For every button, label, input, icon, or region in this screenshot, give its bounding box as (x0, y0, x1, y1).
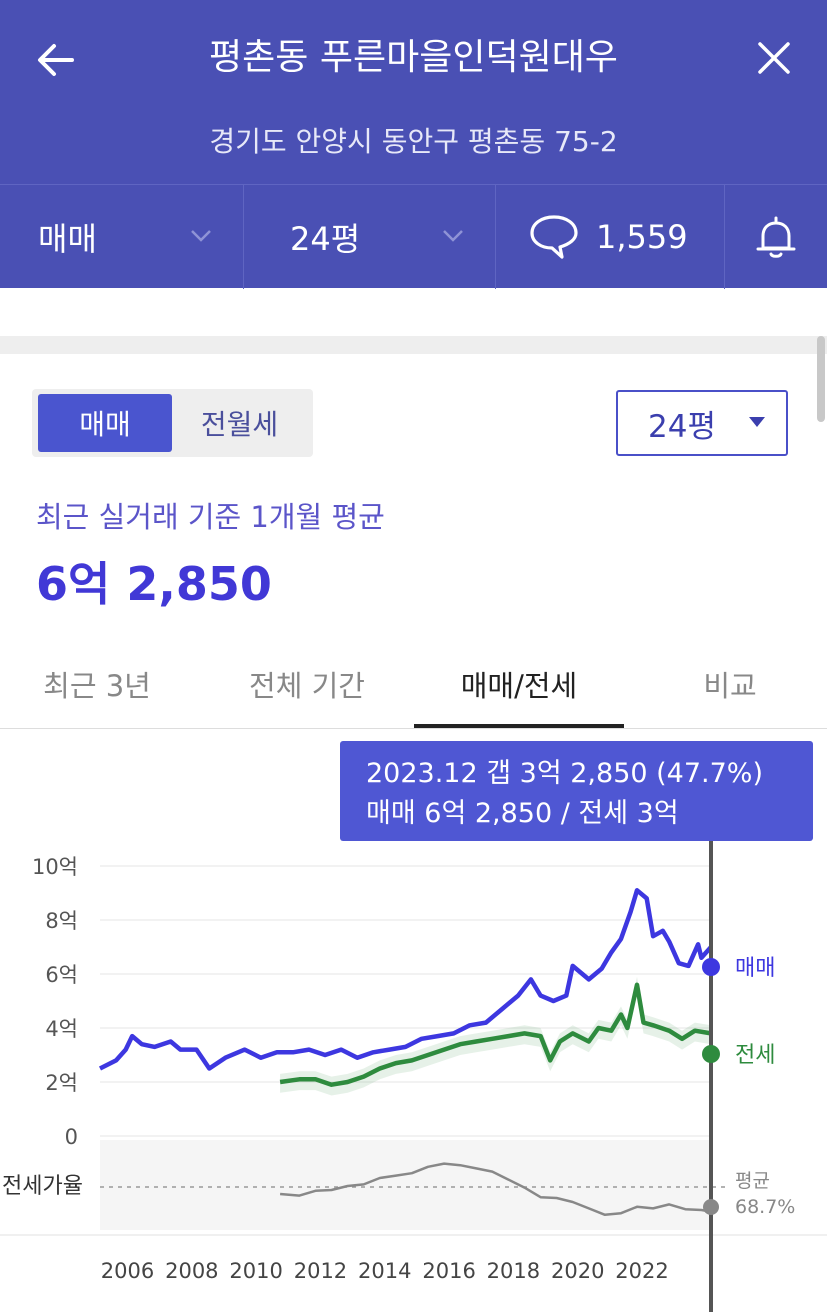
x-tick-label: 2006 (101, 1259, 154, 1283)
x-tick-label: 2018 (487, 1259, 540, 1283)
deal-type-label: 매매 (38, 220, 97, 258)
period-tabs: 최근 3년 전체 기간 매매/전세 비교 (0, 640, 827, 730)
deal-type-dropdown[interactable]: 매매 (0, 185, 244, 289)
x-tick-label: 2020 (551, 1259, 604, 1283)
chevron-down-icon (191, 230, 211, 242)
tooltip-price-text: 매매 6억 2,850 / 전세 3억 (366, 798, 679, 829)
size-select-value: 24평 (648, 408, 716, 445)
bell-icon (756, 216, 796, 258)
size-label: 24평 (290, 220, 361, 258)
chart-grid (100, 865, 711, 1137)
back-button[interactable] (30, 34, 82, 86)
deal-type-toggle: 매매 전월세 (32, 389, 313, 457)
page-title: 평촌동 푸른마을인덕원대우 (209, 37, 618, 78)
tab-compare[interactable]: 비교 (703, 669, 757, 703)
y-tick-label: 0 (65, 1125, 78, 1149)
x-axis-ticks: 2006 2008 2010 2012 2014 2016 2018 2020 2022 (101, 1259, 669, 1283)
x-tick-label: 2012 (294, 1259, 347, 1283)
size-select[interactable]: 24평 (616, 390, 788, 456)
chevron-down-icon (443, 230, 463, 242)
tab-all-period[interactable]: 전체 기간 (249, 669, 365, 703)
tab-recent-3y[interactable]: 최근 3년 (43, 669, 151, 703)
recent-average-label: 최근 실거래 기준 1개월 평균 (36, 500, 385, 534)
tabs-divider (0, 728, 827, 729)
ratio-end-marker (703, 1199, 719, 1215)
price-chart[interactable]: 10억 8억 6억 4억 2억 0 2006 2008 2010 2012 2014 2016 201… (0, 841, 827, 1312)
sale-end-marker (702, 958, 720, 976)
y-tick-label: 10억 (32, 855, 78, 879)
y-axis-ticks: 10억 8억 6억 4억 2억 0 (32, 855, 78, 1149)
scrollbar[interactable] (815, 336, 827, 426)
toggle-rent[interactable]: 전월세 (200, 408, 279, 441)
toggle-sale[interactable]: 매매 (38, 394, 172, 452)
average-label: 평균 (735, 1170, 770, 1192)
sale-end-label: 매매 (735, 956, 775, 981)
chart-series (98, 888, 713, 1217)
section-divider (0, 336, 827, 354)
close-button[interactable] (748, 32, 800, 84)
ratio-series-line (279, 1162, 712, 1217)
active-tab-indicator (414, 724, 624, 728)
tab-sale-jeonse[interactable]: 매매/전세 (460, 669, 578, 703)
comment-count: 1,559 (596, 218, 688, 256)
recent-average-price: 6억 2,850 (36, 557, 272, 611)
header-toolbar: 매매 24평 1,559 (0, 184, 827, 289)
average-value: 68.7% (735, 1196, 795, 1218)
speech-bubble-icon (530, 215, 578, 259)
jeonse-end-marker (702, 1045, 720, 1063)
caret-down-icon (749, 417, 765, 427)
x-tick-label: 2014 (358, 1259, 411, 1283)
scrollbar-thumb[interactable] (817, 336, 825, 422)
x-tick-label: 2010 (229, 1259, 282, 1283)
y-tick-label: 2억 (45, 1071, 78, 1095)
arrow-left-icon (38, 44, 74, 76)
y-tick-label: 4억 (45, 1017, 78, 1041)
tooltip-gap-text: 2023.12 갭 3억 2,850 (47.7%) (366, 758, 763, 789)
close-icon (758, 42, 790, 74)
address-text: 경기도 안양시 동안구 평촌동 75-2 (209, 125, 618, 158)
notification-button[interactable] (725, 185, 827, 289)
ratio-panel-bg (100, 1140, 710, 1230)
y-tick-label: 8억 (45, 909, 78, 933)
jeonse-series-line (279, 982, 712, 1087)
jeonse-end-label: 전세 (735, 1043, 775, 1068)
x-tick-label: 2022 (615, 1259, 668, 1283)
sale-series-line (98, 888, 713, 1071)
app-header: 평촌동 푸른마을인덕원대우 경기도 안양시 동안구 평촌동 75-2 매매 24… (0, 0, 827, 289)
x-tick-label: 2016 (422, 1259, 475, 1283)
ratio-axis-label: 전세가율 (2, 1174, 83, 1199)
y-tick-label: 6억 (45, 963, 78, 987)
x-tick-label: 2008 (165, 1259, 218, 1283)
size-dropdown[interactable]: 24평 (244, 185, 496, 289)
comments-button[interactable]: 1,559 (496, 185, 725, 289)
chart-tooltip: 2023.12 갭 3억 2,850 (47.7%) 매매 6억 2,850 /… (340, 741, 813, 841)
